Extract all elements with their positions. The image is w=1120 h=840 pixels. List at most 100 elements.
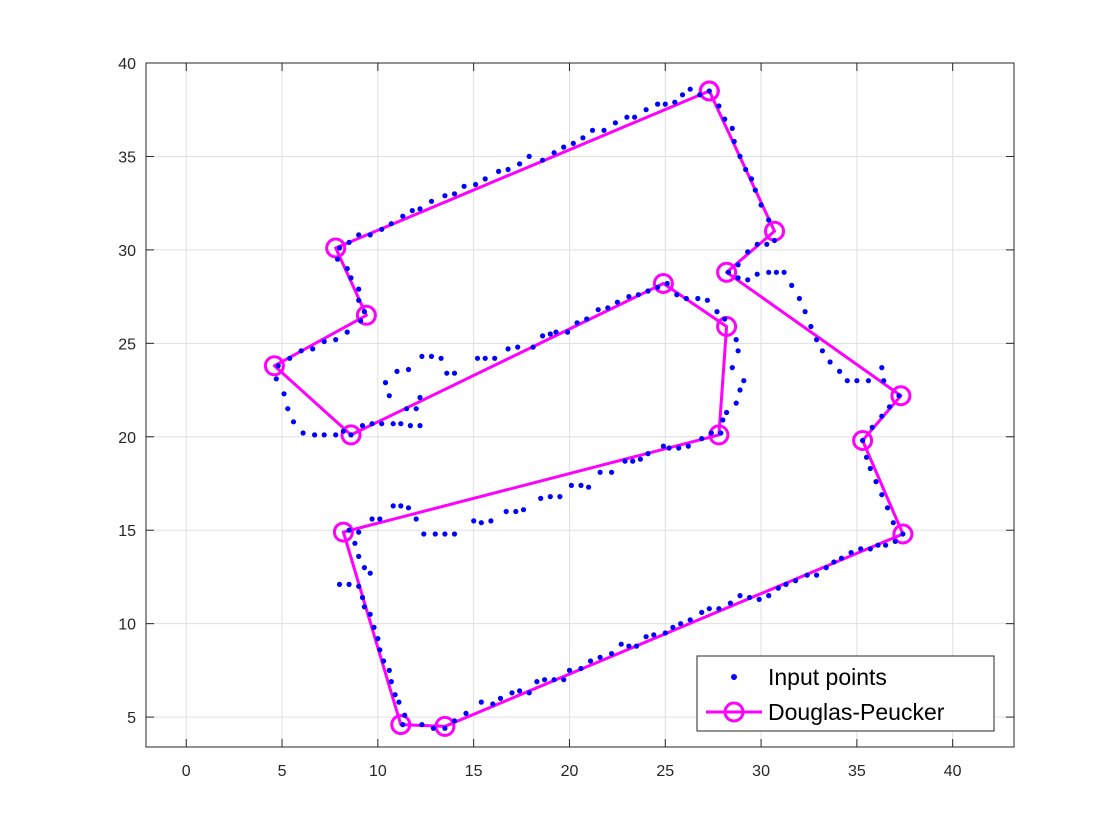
input-point bbox=[471, 518, 477, 524]
input-point bbox=[873, 479, 879, 485]
input-point bbox=[766, 593, 772, 599]
input-point bbox=[346, 239, 352, 245]
input-point bbox=[771, 237, 778, 244]
douglas-peucker-vertex bbox=[892, 523, 914, 545]
input-point bbox=[348, 432, 354, 438]
input-point bbox=[428, 198, 435, 204]
tick-labels: 0 5 10 15 20 25 30 35 40 5 10 15 20 25 30 35 40 bbox=[118, 56, 961, 780]
input-point bbox=[672, 99, 678, 105]
input-point bbox=[407, 423, 413, 429]
input-point bbox=[697, 92, 703, 98]
input-point bbox=[421, 531, 427, 537]
input-point bbox=[561, 144, 567, 150]
input-point bbox=[379, 421, 385, 427]
input-point bbox=[530, 344, 536, 350]
input-point bbox=[386, 667, 392, 674]
input-point bbox=[804, 572, 810, 578]
input-point bbox=[578, 665, 584, 672]
input-point bbox=[837, 368, 843, 374]
y-tick-label: 25 bbox=[118, 336, 136, 353]
input-point bbox=[540, 157, 546, 163]
input-point bbox=[570, 140, 576, 146]
input-point bbox=[745, 277, 751, 283]
input-point bbox=[632, 114, 638, 120]
input-point bbox=[622, 458, 628, 464]
input-point bbox=[451, 718, 458, 724]
input-point bbox=[390, 421, 396, 427]
input-point bbox=[714, 309, 720, 315]
input-point bbox=[597, 469, 603, 475]
input-point bbox=[814, 337, 820, 343]
input-point bbox=[884, 505, 891, 511]
input-point bbox=[666, 445, 672, 451]
input-point bbox=[645, 288, 651, 294]
input-point bbox=[685, 443, 691, 449]
input-point bbox=[733, 337, 739, 343]
legend-input-points-marker bbox=[731, 674, 737, 680]
input-point bbox=[597, 654, 603, 660]
y-tick-label: 5 bbox=[127, 710, 136, 727]
input-point bbox=[793, 578, 799, 584]
input-point bbox=[348, 275, 354, 281]
input-point bbox=[547, 494, 553, 500]
input-point bbox=[875, 542, 881, 548]
input-point bbox=[662, 630, 668, 636]
input-point bbox=[708, 430, 714, 436]
input-point bbox=[492, 355, 498, 361]
input-point bbox=[645, 451, 651, 457]
y-tick-label: 15 bbox=[118, 523, 136, 540]
input-point bbox=[695, 295, 701, 302]
input-point bbox=[618, 641, 624, 647]
input-point bbox=[860, 437, 866, 444]
input-point bbox=[367, 232, 373, 238]
input-point bbox=[586, 484, 592, 490]
input-point bbox=[551, 677, 557, 683]
input-point bbox=[748, 176, 755, 182]
input-point bbox=[367, 611, 373, 617]
input-point bbox=[601, 127, 607, 133]
input-point bbox=[747, 594, 753, 601]
input-point bbox=[336, 245, 343, 251]
input-point bbox=[752, 187, 758, 193]
input-point bbox=[513, 508, 519, 515]
input-point bbox=[626, 294, 632, 300]
douglas-peucker-vertex bbox=[390, 714, 412, 736]
input-point bbox=[312, 432, 318, 438]
input-point bbox=[333, 337, 339, 343]
input-point bbox=[729, 365, 735, 371]
input-point bbox=[497, 695, 504, 702]
input-point bbox=[346, 581, 352, 588]
input-point bbox=[400, 722, 406, 728]
input-point bbox=[367, 570, 373, 576]
input-point bbox=[844, 378, 850, 384]
input-point bbox=[819, 348, 826, 354]
input-point bbox=[451, 531, 458, 537]
input-point bbox=[670, 624, 676, 631]
input-point bbox=[359, 423, 366, 429]
input-point bbox=[352, 540, 358, 546]
douglas-peucker-vertex bbox=[698, 80, 720, 102]
input-point bbox=[442, 193, 448, 199]
input-point bbox=[390, 503, 396, 509]
input-point bbox=[300, 430, 306, 436]
input-point bbox=[879, 492, 885, 498]
x-tick-label: 20 bbox=[561, 763, 579, 780]
legend-douglas-peucker-label: Douglas-Peucker bbox=[768, 699, 945, 725]
input-point bbox=[473, 181, 479, 188]
input-point bbox=[369, 421, 375, 427]
input-point bbox=[687, 86, 693, 92]
input-point bbox=[474, 355, 481, 361]
input-point bbox=[890, 520, 896, 526]
input-point bbox=[676, 445, 682, 451]
input-point bbox=[808, 323, 814, 330]
input-point bbox=[662, 101, 668, 107]
input-point bbox=[359, 594, 366, 601]
input-point bbox=[432, 531, 438, 537]
input-point bbox=[482, 355, 488, 361]
input-point bbox=[756, 596, 762, 603]
input-point bbox=[526, 690, 532, 696]
input-point bbox=[867, 465, 873, 472]
douglas-peucker-vertex bbox=[355, 304, 377, 326]
input-point bbox=[361, 309, 367, 315]
input-point bbox=[361, 604, 367, 610]
